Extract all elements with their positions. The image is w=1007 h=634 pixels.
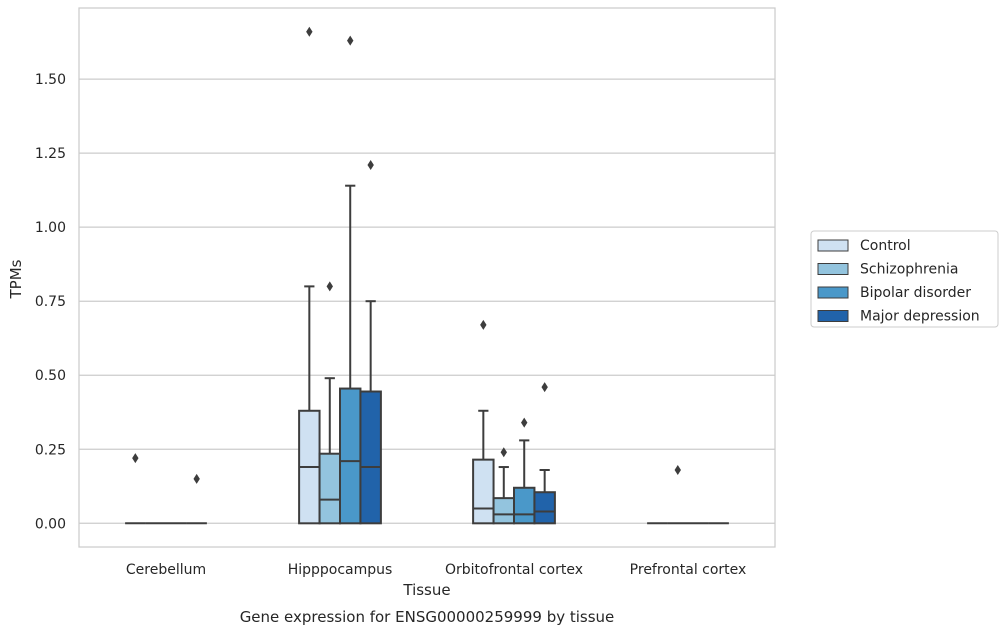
y-axis-label: TPMs: [7, 259, 25, 299]
outlier-point: [306, 26, 313, 37]
box: [359, 159, 382, 525]
y-tick-label: 0.75: [35, 294, 66, 310]
x-tick-label: Prefrontal cortex: [630, 562, 747, 578]
iqr-box: [318, 452, 341, 525]
box: [318, 281, 341, 525]
box: [667, 465, 688, 525]
outlier-point: [500, 447, 507, 458]
outlier-point: [193, 473, 200, 484]
series-major-depression: [186, 159, 729, 525]
legend-swatch: [817, 263, 849, 275]
y-tick-labels: 0.00 0.25 0.50 0.75 1.00 1.25 1.50: [35, 72, 66, 532]
x-tick-label: Orbitofrontal cortex: [445, 562, 583, 578]
box-series-group: [125, 26, 729, 525]
outlier-point: [132, 453, 139, 464]
box: [125, 453, 146, 525]
plot-area-background: [79, 8, 775, 547]
legend-swatch: [817, 239, 849, 252]
box: [186, 473, 207, 525]
outlier-point: [326, 281, 333, 292]
y-tick-label: 1.25: [35, 146, 66, 162]
iqr-box: [513, 486, 536, 525]
y-tick-label: 1.00: [35, 220, 66, 236]
outlier-point: [521, 417, 528, 428]
outlier-point: [480, 319, 487, 330]
y-gridlines: [79, 78, 775, 524]
iqr-box: [339, 387, 362, 525]
y-tick-label: 1.50: [35, 72, 66, 88]
outlier-point: [541, 382, 548, 393]
legend: Control Schizophrenia Bipolar disorder Majo…: [810, 230, 999, 328]
iqr-box: [533, 491, 556, 525]
chart-title: Gene expression for ENSG00000259999 by t…: [240, 608, 615, 626]
iqr-box: [472, 458, 495, 525]
legend-label: Major depression: [860, 309, 980, 325]
y-tick-label: 0.25: [35, 442, 66, 458]
x-tick-labels: Cerebellum Hipppocampus Orbitofrontal cort…: [126, 562, 746, 578]
legend-swatch: [817, 286, 849, 299]
x-tick-label: Hipppocampus: [288, 562, 393, 578]
x-axis-label: Tissue: [402, 581, 450, 599]
outlier-point: [367, 159, 374, 170]
box: [472, 319, 495, 525]
legend-swatch: [817, 310, 849, 322]
plot-area-border: [78, 7, 776, 548]
outlier-point: [347, 35, 354, 46]
box: [513, 417, 536, 525]
y-tick-label: 0.00: [35, 516, 66, 532]
legend-frame: [810, 230, 999, 328]
legend-label: Bipolar disorder: [860, 285, 971, 301]
iqr-box: [492, 497, 515, 525]
y-tick-label: 0.50: [35, 368, 66, 384]
legend-label: Schizophrenia: [860, 262, 958, 278]
legend-label: Control: [860, 238, 911, 254]
iqr-box: [359, 390, 382, 525]
box: [533, 382, 556, 525]
outlier-point: [674, 465, 681, 475]
x-tick-label: Cerebellum: [126, 562, 206, 578]
